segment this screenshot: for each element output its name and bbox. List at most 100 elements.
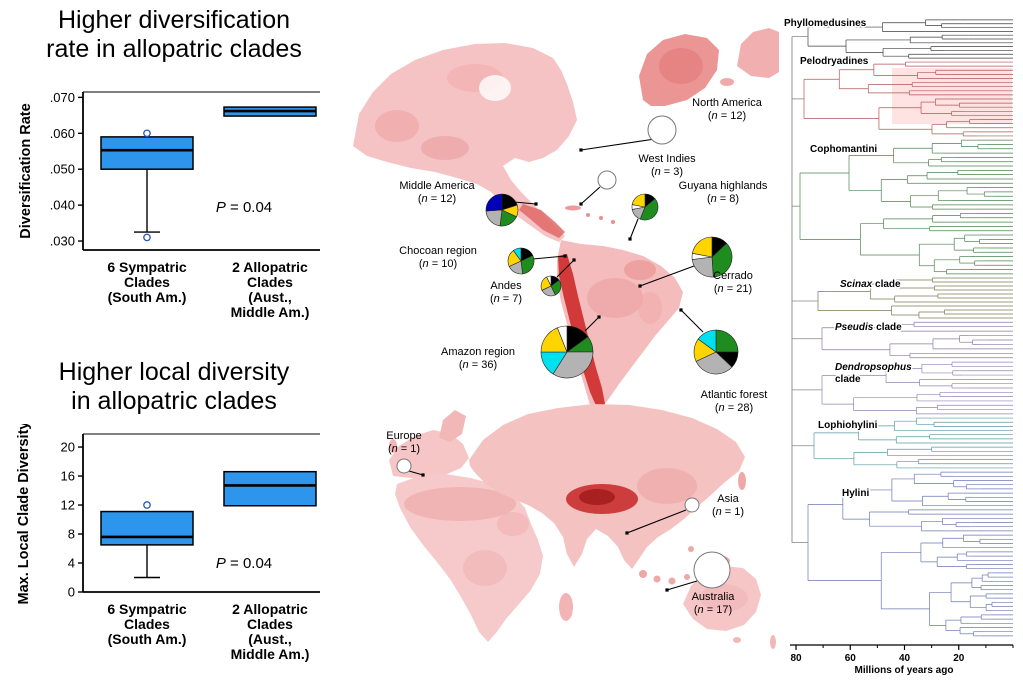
region-pie xyxy=(540,325,594,379)
callout-line xyxy=(580,138,656,151)
map-anchor-dot xyxy=(665,588,669,592)
madagascar xyxy=(559,593,573,621)
panel1-title: Higher diversification rate in allopatri… xyxy=(0,6,348,63)
indonesia-2 xyxy=(653,575,661,583)
region-pie xyxy=(540,275,562,297)
axis-tick-label: 20 xyxy=(953,653,965,664)
callout-line xyxy=(556,259,575,278)
clade-label: Lophiohylini xyxy=(818,420,878,431)
outlier-point xyxy=(143,501,151,509)
region-pie xyxy=(396,458,412,474)
phylogeny-tree: Phyllomedusines Pelodryadines Cophomantini… xyxy=(783,17,1014,676)
region-pie xyxy=(597,170,617,190)
axis-tick-label: 40 xyxy=(899,653,911,664)
na-shade-1 xyxy=(375,110,419,142)
caribbean-island-3 xyxy=(611,220,615,224)
pie-slice xyxy=(485,193,503,212)
y-tick-label: .070 xyxy=(50,90,75,105)
clade-branches xyxy=(821,321,1013,359)
pie-slice xyxy=(396,458,412,474)
region-name: Chocoan region xyxy=(399,245,477,257)
amazon-shade-1 xyxy=(587,278,643,318)
pie-slice xyxy=(639,198,659,221)
arabia-shade xyxy=(497,512,529,536)
y-tick-label: 12 xyxy=(61,498,75,513)
callout-line xyxy=(532,255,566,260)
pie-slice xyxy=(711,242,733,278)
diversification-rate-boxplot: .030 .040 .050 .060 .070 Diversification Rate… xyxy=(18,90,320,320)
na-shade-3 xyxy=(421,136,469,160)
pie-slice xyxy=(715,329,739,353)
callout-line xyxy=(626,509,687,534)
tree-clade-labels: Phyllomedusines Pelodryadines Cophomantini… xyxy=(783,17,914,501)
tasmania xyxy=(733,637,741,643)
y-tick-label: 8 xyxy=(68,527,75,542)
world-map-figure: North America(n = 12)West Indies(n = 3)G… xyxy=(353,28,779,649)
region-n-count: (n = 36) xyxy=(459,359,497,371)
amazon-shade-2 xyxy=(624,260,656,280)
greenland-shade xyxy=(659,48,703,84)
panel2-title: Higher local diversity in allopatric cla… xyxy=(0,358,348,415)
region-name: Europe xyxy=(386,430,421,442)
panel1-title-line1: Higher diversification xyxy=(57,6,291,34)
clade-label: Dendropsophus xyxy=(835,362,912,373)
category-label: 2 Allopatric Clades (Aust., Middle Am.) xyxy=(231,601,310,662)
region-pie xyxy=(684,497,700,513)
region-pie xyxy=(507,247,535,275)
outlier-point xyxy=(143,129,151,138)
region-n-count: (n = 17) xyxy=(694,604,732,616)
region-name: West Indies xyxy=(638,153,696,165)
category-label: 2 Allopatric Clades (Aust., Middle Am.) xyxy=(231,259,310,320)
callout-line xyxy=(666,580,698,591)
outlier-point xyxy=(143,233,151,242)
region-name: Andes xyxy=(490,280,522,292)
box xyxy=(223,470,317,507)
y-axis-title: Diversification Rate xyxy=(18,103,34,238)
box xyxy=(100,510,194,546)
region-name: Cerrado xyxy=(713,270,753,282)
pie-slice xyxy=(631,193,646,208)
indonesia-1 xyxy=(639,570,647,578)
callout-line xyxy=(639,265,695,287)
indonesia-4 xyxy=(684,574,690,580)
central-america-patch xyxy=(519,204,565,238)
callout-line xyxy=(629,218,639,240)
clade-label: Pelodryadines xyxy=(800,56,869,67)
region-name: Middle America xyxy=(399,180,475,192)
axis-tick-label: 60 xyxy=(845,653,857,664)
region-n-count: (n = 8) xyxy=(707,193,739,205)
category-label: 6 Sympatric Clades (South Am.) xyxy=(107,601,187,647)
map-anchor-dot xyxy=(534,202,538,206)
pie-slice xyxy=(691,256,714,278)
box xyxy=(100,136,194,170)
east-asia-shade xyxy=(637,468,697,504)
cuba xyxy=(565,205,581,211)
clade-label: clade xyxy=(835,374,861,385)
caribbean-island-2 xyxy=(599,216,603,220)
map-anchor-dot xyxy=(421,473,425,477)
pie-slice xyxy=(546,275,552,287)
region-pie xyxy=(485,193,519,227)
region-name: North America xyxy=(692,97,763,109)
local-diversity-boxplot: 0 4 8 12 16 20 Max. Local Clade Diversity 6 Sym… xyxy=(16,424,320,662)
y-tick-label: .050 xyxy=(50,162,75,177)
y-tick-label: 20 xyxy=(61,440,75,455)
philippines xyxy=(688,546,694,552)
hudson-bay xyxy=(479,75,511,101)
pie-slice xyxy=(684,497,700,513)
brazil-shade xyxy=(638,292,662,324)
region-pie xyxy=(691,236,733,278)
region-name: Asia xyxy=(717,493,739,505)
clade-branches xyxy=(807,471,1013,637)
clade-label: Scinax clade xyxy=(840,279,901,290)
region-pie xyxy=(631,193,659,221)
callout-line xyxy=(408,470,424,476)
region-n-count: (n = 10) xyxy=(419,258,457,270)
y-tick-label: .060 xyxy=(50,126,75,141)
y-tick-label: 16 xyxy=(61,469,75,484)
clade-branches xyxy=(817,277,1013,319)
map-anchor-dot xyxy=(563,254,567,258)
indonesia-3 xyxy=(668,577,676,585)
y-tick-label: 0 xyxy=(68,585,75,600)
